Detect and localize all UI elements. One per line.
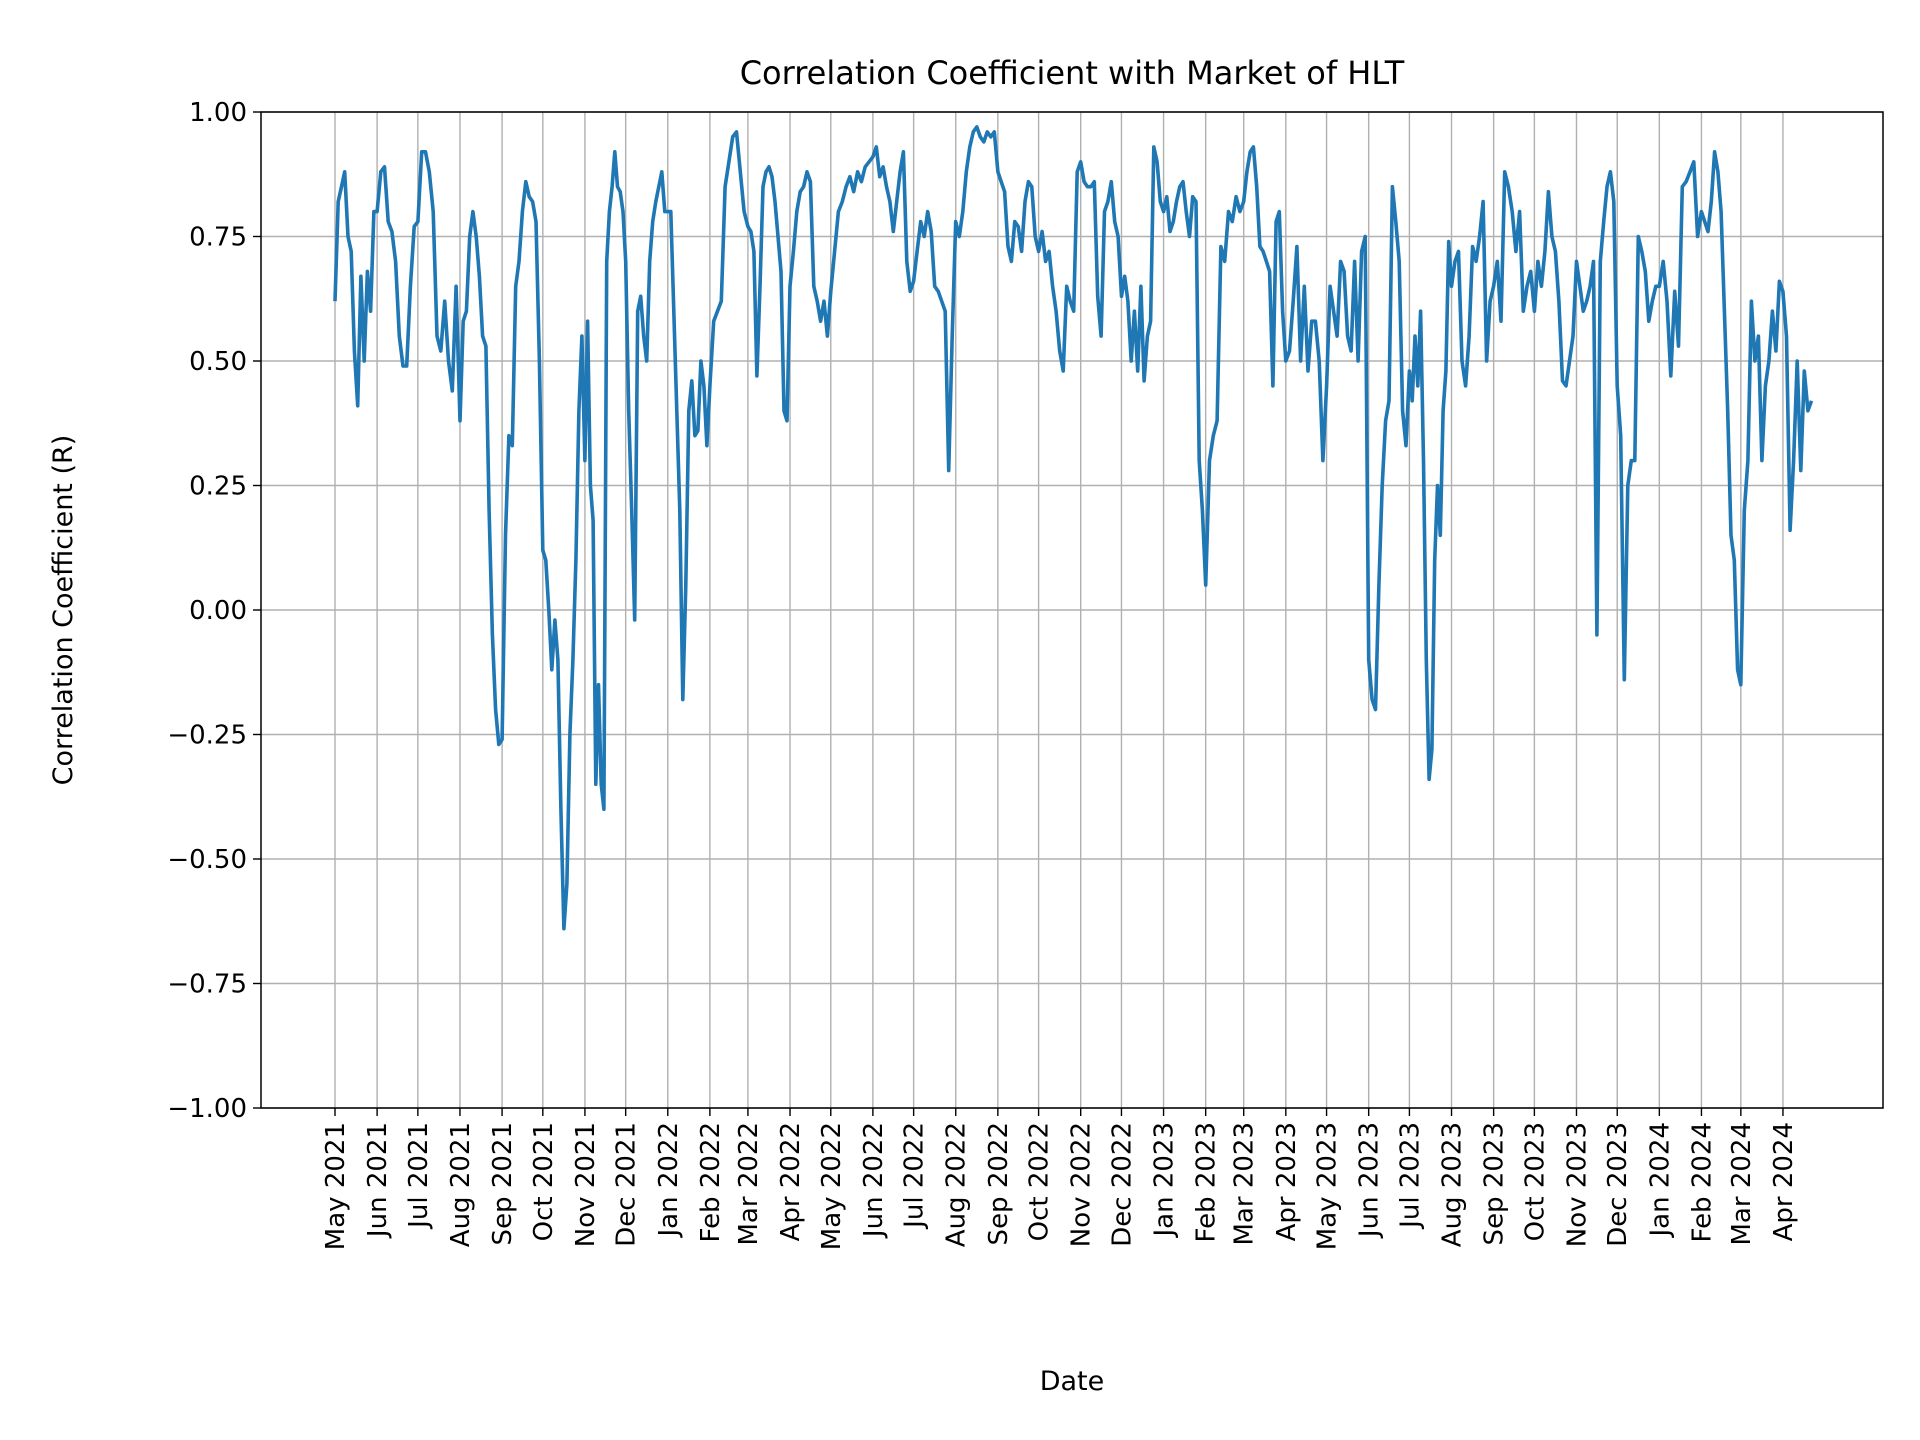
x-tick-label: Mar 2024 [1727, 1122, 1757, 1246]
x-axis: May 2021 Jun 2021 Jul 2021 Aug 2021 Sep 2021… [321, 1108, 1799, 1250]
y-tick-label: 0.00 [189, 596, 247, 626]
x-tick-label: Jul 2022 [900, 1122, 930, 1230]
x-tick-label: Jun 2023 [1355, 1122, 1385, 1239]
x-tick-label: Sep 2023 [1480, 1122, 1510, 1245]
x-tick-label: Nov 2021 [571, 1122, 601, 1247]
x-tick-label: May 2021 [321, 1122, 351, 1250]
x-tick-label: Mar 2023 [1230, 1122, 1260, 1246]
x-tick-label: Mar 2022 [734, 1122, 764, 1246]
x-tick-label: Feb 2022 [696, 1122, 726, 1242]
x-tick-label: Apr 2022 [776, 1122, 806, 1241]
x-tick-label: Dec 2023 [1603, 1122, 1633, 1247]
y-tick-label: 0.25 [189, 472, 247, 502]
x-tick-label: Oct 2021 [529, 1122, 559, 1241]
x-tick-label: Sep 2022 [984, 1122, 1014, 1245]
x-tick-label: May 2022 [817, 1122, 847, 1250]
x-axis-label: Date [1040, 1366, 1105, 1397]
x-tick-label: Dec 2022 [1107, 1122, 1137, 1247]
x-tick-label: Feb 2024 [1687, 1122, 1717, 1242]
x-tick-label: Oct 2023 [1520, 1122, 1550, 1241]
correlation-series-line [333, 125, 1814, 931]
x-tick-label: Dec 2021 [612, 1122, 642, 1247]
x-tick-label: Jan 2024 [1645, 1122, 1675, 1239]
x-tick-label: Aug 2022 [942, 1122, 972, 1247]
y-tick-label: −0.50 [167, 845, 247, 875]
y-tick-label: 0.50 [189, 347, 247, 377]
x-tick-label: Jun 2022 [859, 1122, 889, 1239]
x-tick-label: Jun 2021 [363, 1122, 393, 1239]
x-tick-label: Oct 2022 [1025, 1122, 1055, 1241]
y-axis: −1.00 −0.75 −0.50 −0.25 0.00 0.25 0.50 0.75 1.00 [167, 98, 261, 1124]
series-layer [333, 125, 1814, 931]
y-tick-label: −0.25 [167, 721, 247, 751]
x-tick-label: Nov 2022 [1067, 1122, 1097, 1247]
x-tick-label: Feb 2023 [1192, 1122, 1222, 1242]
chart-title: Correlation Coefficient with Market of H… [740, 54, 1405, 92]
x-tick-label: Jan 2023 [1150, 1122, 1180, 1239]
x-tick-label: Nov 2023 [1562, 1122, 1592, 1247]
x-tick-label: May 2023 [1313, 1122, 1343, 1250]
y-axis-label: Correlation Coefficient (R) [48, 435, 79, 786]
x-tick-label: Sep 2021 [488, 1122, 518, 1245]
y-tick-label: −1.00 [167, 1094, 247, 1124]
x-tick-label: Apr 2024 [1769, 1122, 1799, 1241]
y-tick-label: −0.75 [167, 970, 247, 1000]
y-tick-label: 1.00 [189, 98, 247, 128]
x-tick-label: Jan 2022 [654, 1122, 684, 1239]
x-tick-label: Apr 2023 [1272, 1122, 1302, 1241]
x-tick-label: Aug 2021 [446, 1122, 476, 1247]
x-tick-label: Jul 2023 [1395, 1122, 1425, 1230]
x-tick-label: Jul 2021 [404, 1122, 434, 1230]
x-tick-label: Aug 2023 [1438, 1122, 1468, 1247]
y-tick-label: 0.75 [189, 223, 247, 253]
